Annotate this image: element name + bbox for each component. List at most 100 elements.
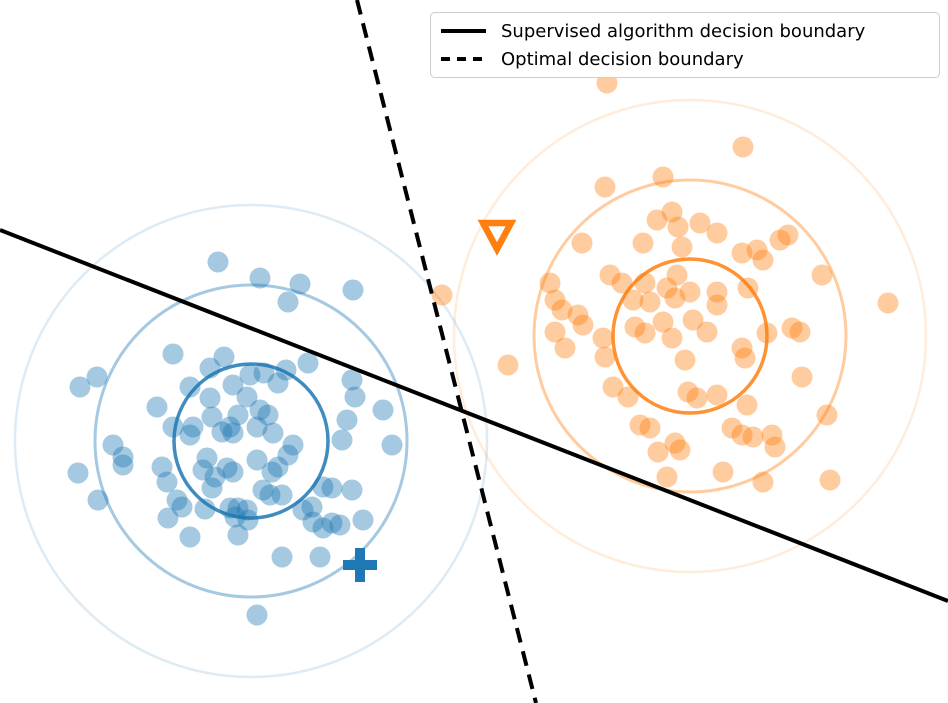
blue-class-point [204, 466, 226, 488]
orange-class-point [791, 366, 813, 388]
blue-class-point [216, 457, 238, 479]
blue-class-point [341, 369, 363, 391]
blue-class-point [261, 461, 283, 483]
blue-class-point [156, 471, 178, 493]
legend-label-optimal: Optimal decision boundary [501, 48, 744, 70]
orange-class-point [816, 404, 838, 426]
blue-class-point [289, 273, 311, 295]
blue-class-point [227, 404, 249, 426]
blue-class-point [297, 352, 319, 374]
blue-class-point [252, 479, 274, 501]
orange-class-point [656, 466, 678, 488]
blue-class-point [236, 499, 258, 521]
blue-class-point [157, 507, 179, 529]
blue-class-point [222, 374, 244, 396]
legend: Supervised algorithm decision boundary O… [430, 12, 940, 78]
orange-class-point [634, 322, 656, 344]
orange-class-point [674, 349, 696, 371]
blue-class-point [179, 376, 201, 398]
orange-class-point [652, 166, 674, 188]
orange-class-sigma-ring-3 [452, 98, 928, 574]
blue-class-point [86, 366, 108, 388]
blue-class-point [257, 404, 279, 426]
blue-class-point [222, 461, 244, 483]
orange-class-point [706, 222, 728, 244]
orange-class-cluster [431, 72, 928, 574]
orange-class-point [567, 304, 589, 326]
orange-class-point [781, 317, 803, 339]
blue-class-point [312, 476, 334, 498]
legend-entry-optimal: Optimal decision boundary [441, 45, 929, 73]
orange-class-point [756, 322, 778, 344]
blue-class-point [277, 291, 299, 313]
blue-class-point [267, 372, 289, 394]
orange-class-point [742, 426, 764, 448]
blue-class-point [267, 456, 289, 478]
blue-class-point [246, 416, 268, 438]
blue-class-point [87, 489, 109, 511]
orange-class-point [721, 417, 743, 439]
blue-class-point [219, 416, 241, 438]
orange-class-point [592, 327, 614, 349]
orange-class-point [669, 439, 691, 461]
blue-class-point [146, 396, 168, 418]
optimal-decision-boundary [355, 0, 538, 703]
orange-class-point [686, 387, 708, 409]
orange-class-point [682, 309, 704, 331]
blue-class-point [201, 477, 223, 499]
orange-class-point [677, 381, 699, 403]
blue-class-point [151, 456, 173, 478]
blue-class-point [277, 444, 299, 466]
orange-class-point [594, 346, 616, 368]
blue-class-point [199, 387, 221, 409]
orange-class-point [777, 224, 799, 246]
blue-class-point [171, 496, 193, 518]
blue-class-point [227, 497, 249, 519]
blue-class-point [102, 434, 124, 456]
orange-class-point [712, 461, 734, 483]
orange-class-point [666, 264, 688, 286]
blue-class-point [249, 399, 271, 421]
orange-class-point [646, 209, 668, 231]
orange-class-point [731, 424, 753, 446]
orange-class-point [431, 284, 453, 306]
blue-class-point [331, 429, 353, 451]
blue-class-point [166, 489, 188, 511]
blue-class-point [213, 346, 235, 368]
orange-class-point [679, 281, 701, 303]
orange-class-point [632, 232, 654, 254]
blue-class-point [207, 251, 229, 273]
orange-class-point [664, 432, 686, 454]
orange-class-point [731, 242, 753, 264]
blue-class-point [199, 357, 221, 379]
blue-class-point [321, 477, 343, 499]
blue-class-point [179, 424, 201, 446]
blue-class-point [237, 509, 259, 531]
orange-class-sigma-ring-1 [611, 257, 769, 415]
orange-class-point [696, 321, 718, 343]
blue-class-point [271, 546, 293, 568]
orange-class-point [544, 321, 566, 343]
blue-class-point [329, 514, 351, 536]
orange-class-point [622, 289, 644, 311]
orange-class-point [629, 414, 651, 436]
blue-class-point [227, 524, 249, 546]
blue-class-point [192, 459, 214, 481]
orange-class-point [652, 311, 674, 333]
blue-class-point [253, 362, 275, 384]
orange-class-point [811, 264, 833, 286]
blue-class-point [302, 511, 324, 533]
orange-class-point [544, 289, 566, 311]
blue-class-point [201, 406, 223, 428]
blue-class-point [69, 376, 91, 398]
orange-class-point [752, 471, 774, 493]
orange-class-point [706, 294, 728, 316]
orange-class-point [599, 264, 621, 286]
orange-class-point [639, 291, 661, 313]
supervised-decision-boundary [0, 228, 948, 603]
blue-class-point [342, 279, 364, 301]
blue-class-point [292, 499, 314, 521]
blue-class-point [112, 454, 134, 476]
